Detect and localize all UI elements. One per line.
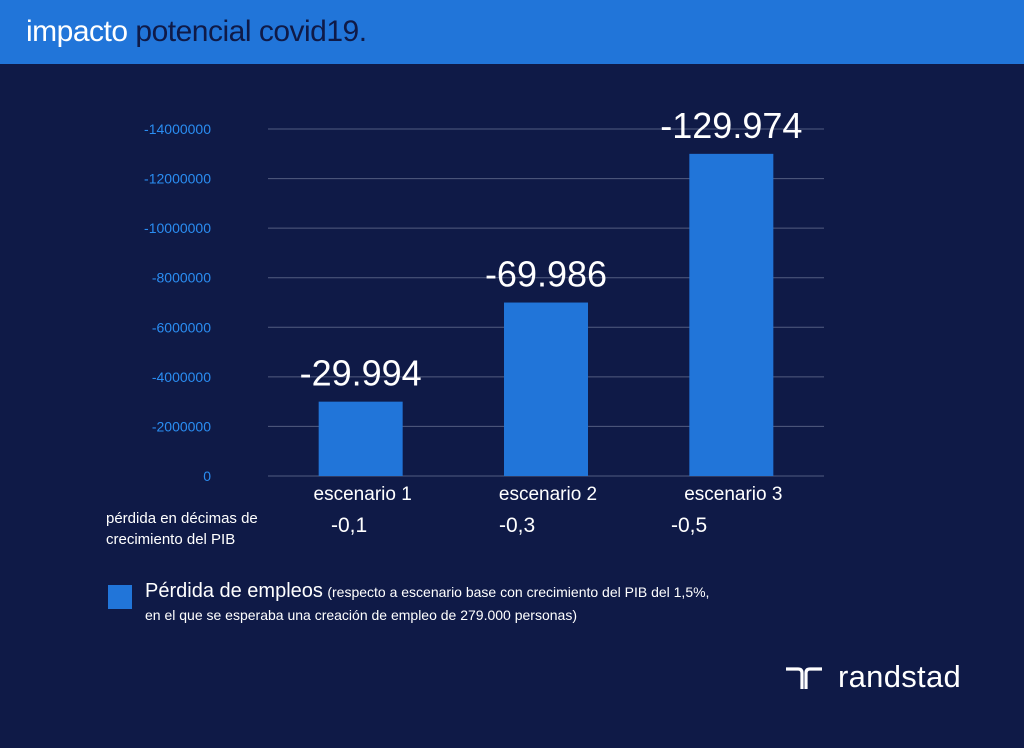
x-category-label: escenario 2	[499, 484, 597, 505]
data-label: -29.994	[300, 353, 422, 394]
title-part-2: potencial covid19.	[135, 15, 367, 48]
bar	[689, 153, 774, 476]
pib-value-1: -0,1	[331, 514, 368, 537]
y-tick-label: -2000000	[152, 418, 211, 434]
title-part-1: impacto	[26, 15, 128, 48]
y-tick-label: 0	[203, 468, 211, 484]
bar	[318, 401, 403, 476]
data-label: -129.974	[660, 105, 802, 146]
y-tick-label: -12000000	[144, 171, 211, 187]
legend-label: Pérdida de empleos	[145, 580, 323, 602]
bar	[504, 302, 588, 476]
data-label: -69.986	[485, 254, 607, 295]
y-tick-label: -14000000	[144, 121, 211, 137]
page-title: impacto potencial covid19.	[26, 12, 367, 52]
logo-text: randstad	[838, 659, 962, 694]
randstad-logo: randstad	[784, 659, 962, 694]
legend-note: (respecto a escenario base con crecimien…	[327, 584, 710, 600]
legend-text: Pérdida de empleos (respecto a escenario…	[145, 580, 845, 626]
legend-swatch	[108, 585, 132, 609]
x-category-label: escenario 3	[684, 484, 782, 505]
pib-row-label: pérdida en décimas de crecimiento del PI…	[106, 510, 258, 548]
legend-note-line2: en el que se esperaba una creación de em…	[145, 607, 577, 623]
y-tick-label: -8000000	[152, 270, 211, 286]
y-tick-label: -10000000	[144, 220, 211, 236]
y-tick-label: -4000000	[152, 369, 211, 385]
x-category-label: escenario 1	[314, 484, 412, 505]
bar-chart: 0 -2000000 -4000000 -6000000 -8000000 -100000…	[144, 105, 824, 505]
pib-value-2: -0,3	[499, 514, 536, 537]
randstad-logo-icon	[786, 667, 822, 689]
y-tick-label: -6000000	[152, 319, 211, 335]
header-bar: impacto potencial covid19.	[0, 0, 1024, 64]
pib-value-3: -0,5	[671, 514, 708, 537]
